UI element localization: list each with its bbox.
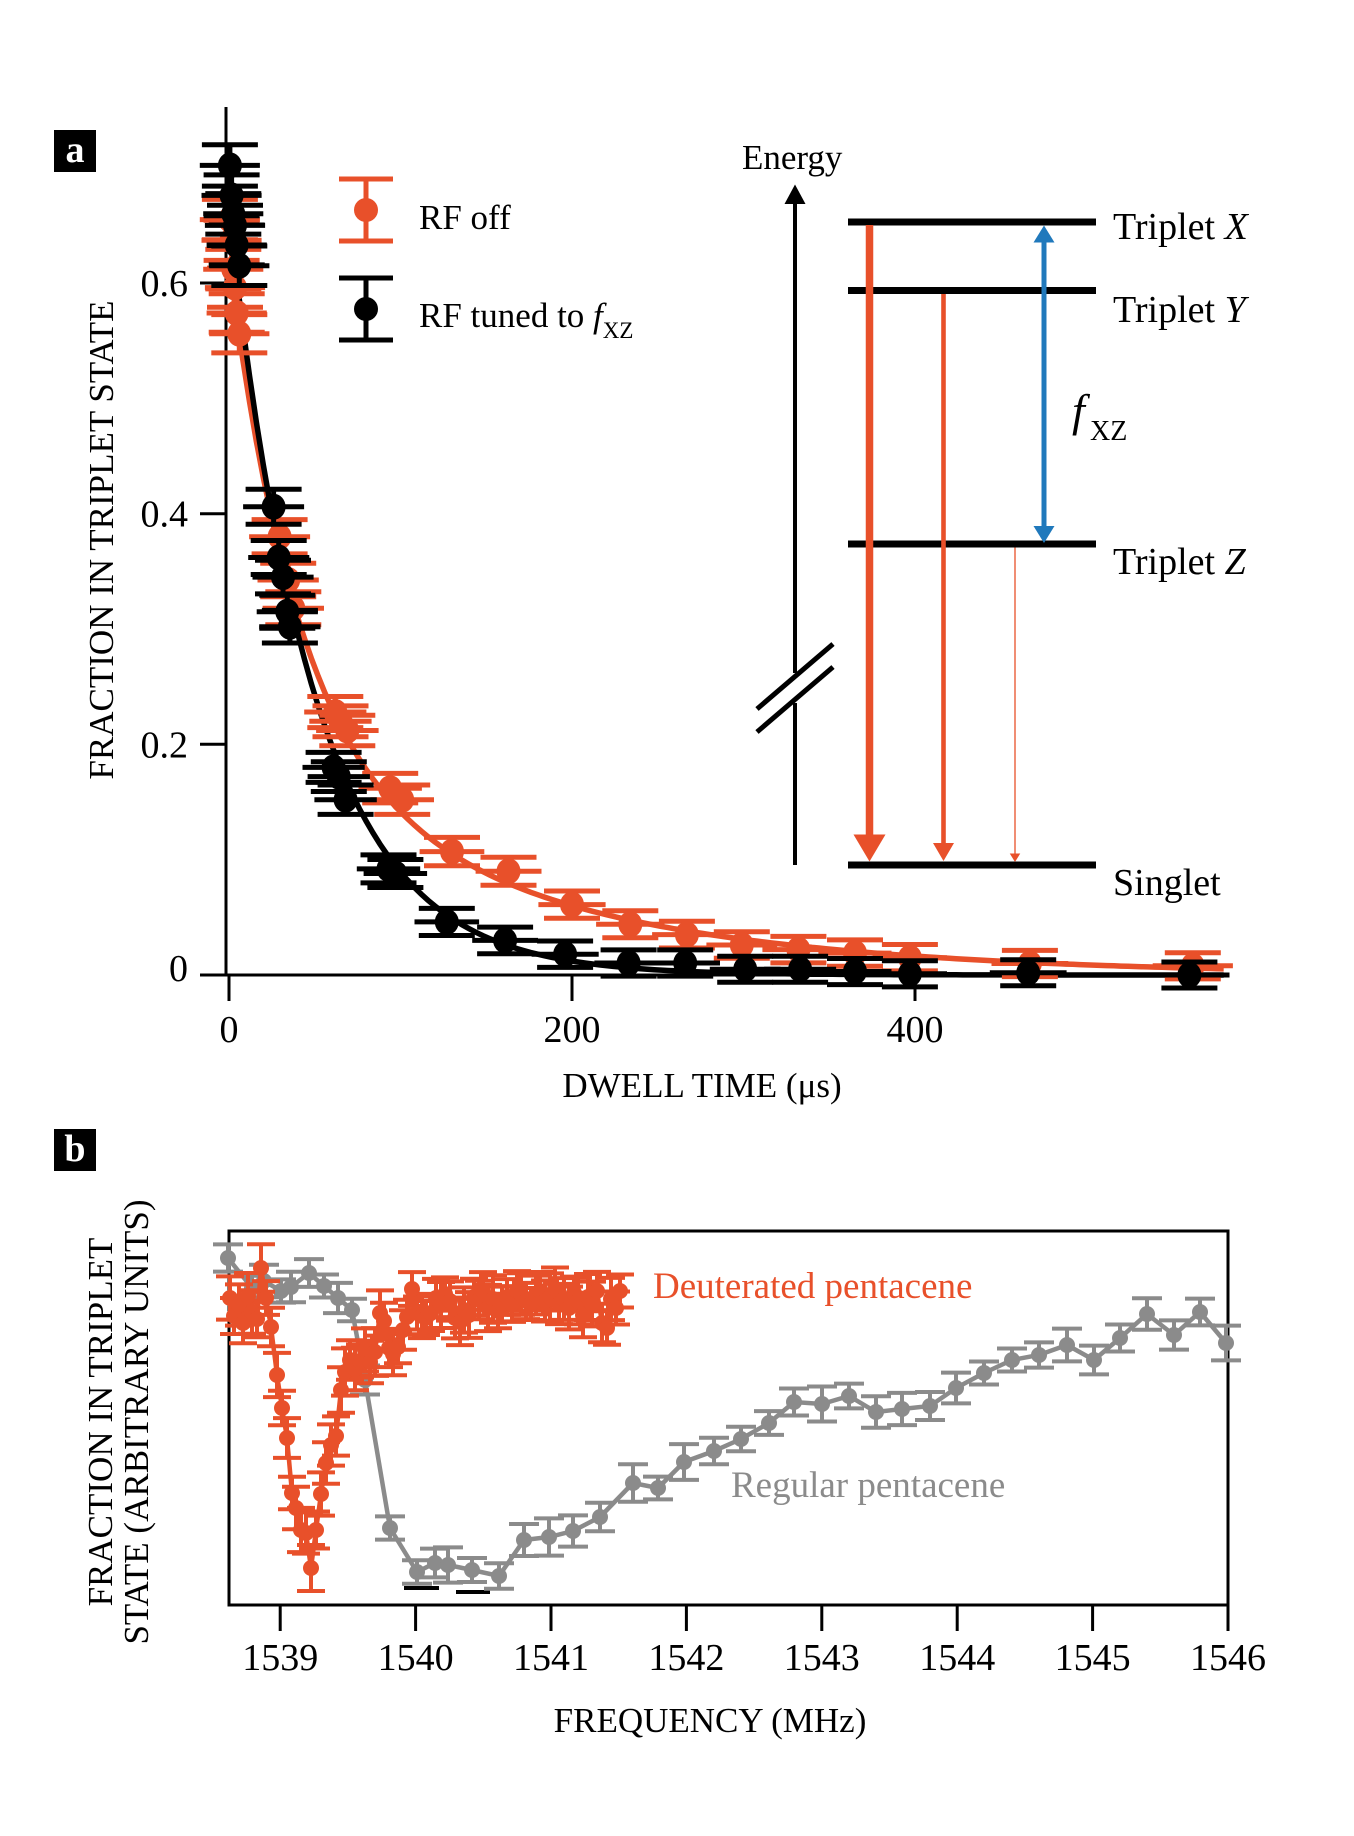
svg-text:1543: 1543 bbox=[784, 1637, 860, 1679]
svg-text:FRACTION IN TRIPLET STATE: FRACTION IN TRIPLET STATE bbox=[82, 300, 121, 779]
svg-text:Regular pentacene: Regular pentacene bbox=[731, 1465, 1005, 1506]
svg-text:1546: 1546 bbox=[1190, 1637, 1266, 1679]
svg-text:1540: 1540 bbox=[378, 1637, 454, 1679]
svg-text:Singlet: Singlet bbox=[1113, 862, 1221, 904]
svg-text:200: 200 bbox=[544, 1009, 601, 1051]
svg-text:Energy: Energy bbox=[742, 138, 843, 177]
svg-text:0: 0 bbox=[169, 948, 188, 990]
svg-text:0.2: 0.2 bbox=[141, 724, 189, 766]
svg-text:b: b bbox=[64, 1128, 85, 1170]
svg-text:0.4: 0.4 bbox=[141, 494, 189, 536]
svg-text:0: 0 bbox=[220, 1009, 239, 1051]
svg-text:1544: 1544 bbox=[919, 1637, 995, 1679]
svg-text:STATE (ARBITRARY UNITS): STATE (ARBITRARY UNITS) bbox=[117, 1199, 156, 1644]
svg-text:0.6: 0.6 bbox=[141, 263, 189, 305]
svg-text:DWELL TIME (μs): DWELL TIME (μs) bbox=[562, 1066, 841, 1105]
svg-text:RF off: RF off bbox=[419, 198, 511, 237]
svg-text:FREQUENCY (MHz): FREQUENCY (MHz) bbox=[554, 1701, 867, 1740]
svg-text:FRACTION IN TRIPLET: FRACTION IN TRIPLET bbox=[81, 1238, 120, 1607]
svg-text:1545: 1545 bbox=[1055, 1637, 1131, 1679]
svg-text:Deuterated pentacene: Deuterated pentacene bbox=[653, 1266, 972, 1307]
svg-text:Triplet Y: Triplet Y bbox=[1113, 289, 1250, 331]
svg-text:XZ: XZ bbox=[1090, 416, 1127, 447]
svg-text:1542: 1542 bbox=[648, 1637, 724, 1679]
svg-text:Triplet X: Triplet X bbox=[1113, 206, 1250, 248]
svg-text:a: a bbox=[66, 129, 85, 171]
svg-text:Triplet Z: Triplet Z bbox=[1113, 541, 1247, 583]
svg-text:400: 400 bbox=[887, 1009, 944, 1051]
svg-text:1541: 1541 bbox=[513, 1637, 589, 1679]
svg-text:1539: 1539 bbox=[242, 1637, 318, 1679]
